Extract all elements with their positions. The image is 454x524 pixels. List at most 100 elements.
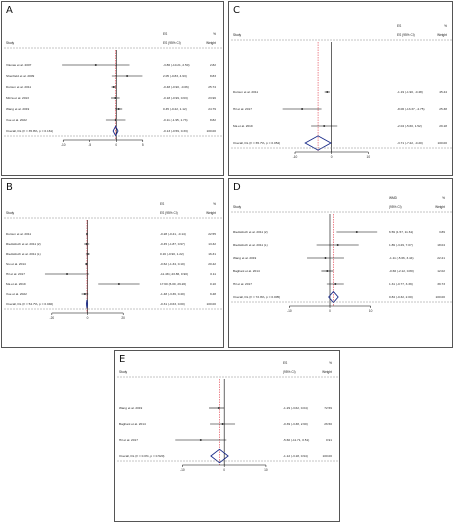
x-axis-tick-label: 20 [121,316,125,320]
header-ci: ES (95% CI) [160,211,178,215]
x-axis-tick-label: 10 [264,468,268,472]
study-es-text: 1.31 (-0.77, 3.39) [389,282,413,286]
header-weight: Weight [206,41,216,45]
x-axis-tick-label: -10 [180,468,185,472]
study-name: Hil et al. 2017 [6,272,25,276]
study-weight-text: 25.38 [439,107,447,111]
study-point [218,407,220,409]
forest-plot-chart: ES % Study ES (95% CI) Weight Dursun et al. 2… [231,24,452,159]
study-name: Hil et al. 2017 [233,282,252,286]
header-study: Study [233,33,242,37]
study-point [114,97,116,99]
study-es-text: -0.39 (-3.38, 2.60) [283,422,308,426]
study-point [66,273,68,275]
overall-es-text: -0.31 (-0.63, 0.00) [160,302,185,306]
study-weight-text: 22.21 [437,256,445,260]
header-pct: % [444,24,447,28]
header-es-top: ES [283,361,287,365]
overall-weight-text: 100.00 [438,141,448,145]
study-name: Siu et al. 2014 [6,262,26,266]
study-weight-text: 3.89 [439,230,445,234]
study-point [86,243,88,245]
header-pct: % [329,361,332,365]
study-weight-text: 18.04 [437,243,445,247]
study-es-text: 0.45 (-0.22, 1.12) [163,107,187,111]
study-point [323,125,325,127]
panel-label: A [6,5,13,16]
study-es-text: -0.28 (-0.41, -0.14) [160,232,186,236]
study-es-text: -0.66 (-2.12, 0.80) [389,269,414,273]
study-es-text: -5.60 (-11.71, 0.51) [283,438,309,442]
study-es-text: -1.11 (-5.66, 3.44) [389,256,414,260]
header-es-top: WMD [389,196,398,200]
study-name: Wang et al. 2019 [6,107,30,111]
study-name: Riedwitsch et al. 2011 (L) [6,252,41,256]
overall-es-text: -3.71 (-7.22, -0.20) [397,141,423,145]
forest-plot-panel-c: C ES% Study ES (95% CI) Weight Dursun et al.… [228,1,453,176]
panel-label: E [119,354,126,365]
study-point [337,244,339,246]
study-name: Baghani et al. 2014 [119,422,146,426]
study-point [95,64,97,66]
overall-diamond [85,299,88,309]
header-weight: Weight [435,205,445,209]
study-point [87,253,89,255]
study-weight-text: 26.50 [324,422,332,426]
overall-weight-text: 100.00 [207,302,217,306]
header-weight: Weight [437,33,447,37]
overall-weight-text: 100.00 [436,295,446,299]
study-es-text: -3.86 (-10.21, 2.50) [163,63,189,67]
study-point [221,423,224,425]
study-point [115,119,117,121]
study-es-text: 17.60 (6.00, 29.20) [160,282,186,286]
panel-label: B [6,182,13,193]
overall-weight-text: 100.00 [323,454,333,458]
study-weight-text: 24.79 [208,107,216,111]
x-axis-tick-label: 0 [115,143,117,147]
forest-plot-panel-e: E ES% Study (95% CI) Weight Wang et al. 2019… [114,350,340,522]
study-weight-text: 0.10 [210,282,216,286]
header-study: Study [6,211,15,215]
study-name: Xue et al. 2022 [6,292,27,296]
study-point [84,293,86,295]
study-name: Dursun et al. 2011 [6,232,31,236]
overall-name: Overall, DL (I² = 0.0%, p = 0.520) [119,454,164,458]
header-ci: ES (95% CI) [163,41,181,45]
study-es-text: -0.62 (-1.34, 0.10) [160,262,185,266]
overall-name: Overall, DL (I² = 35.8%, p = 0.161) [6,129,53,133]
study-weight-text: 20.42 [208,262,216,266]
study-weight-text: 13.32 [208,242,216,246]
study-weight-text: 8.82 [210,118,216,122]
x-axis-tick-label: -10 [61,143,66,147]
header-study: Study [119,370,128,374]
study-point [326,91,328,93]
study-point [118,108,120,110]
overall-diamond [328,290,339,304]
forest-plot-chart: ES % Study (95% CI) Weight Wang et al. 2019 -1… [117,361,339,472]
study-weight-text: 22.55 [208,232,216,236]
header-weight: Weight [322,370,332,374]
panel-label: C [233,5,240,16]
study-name: Baghani et al. 2014 [233,269,260,273]
study-name: Dursun et al. 2011 [233,90,258,94]
study-name: Mirza et al. 2013 [6,96,29,100]
header-ci: ES (95% CI) [397,33,415,37]
overall-es-text: 0.84 (-0.32, 2.00) [389,295,413,299]
forest-plot-panel-a: A ES% Study ES (95% CI) Weight Vilenas et al… [1,1,224,176]
study-name: Hil et al. 2017 [233,107,252,111]
x-axis-tick-label: -5 [88,143,91,147]
study-point [85,263,88,265]
study-es-text: -8.06 (-13.37, -2.75) [397,107,425,111]
study-es-text: -1.29 (-3.62, 0.04) [283,406,308,410]
study-name: Shenfield et al. 2009 [6,74,34,78]
overall-name: Overall, DL (I² = 72.9%, p = 0.005) [233,295,280,299]
study-es-text: -11.48 (-23.86, 0.90) [160,272,188,276]
x-axis-tick-label: -10 [287,309,292,313]
study-es-text: 6.59 (1.57, 11.61) [389,230,413,234]
panel-label: D [233,182,241,193]
x-axis-tick-label: 0 [331,155,333,159]
overall-diamond [112,125,119,137]
study-name: Dursun et al. 2011 [6,85,31,89]
study-point [118,283,120,285]
study-es-text: -1.19 (-1.90, -0.48) [397,90,423,94]
